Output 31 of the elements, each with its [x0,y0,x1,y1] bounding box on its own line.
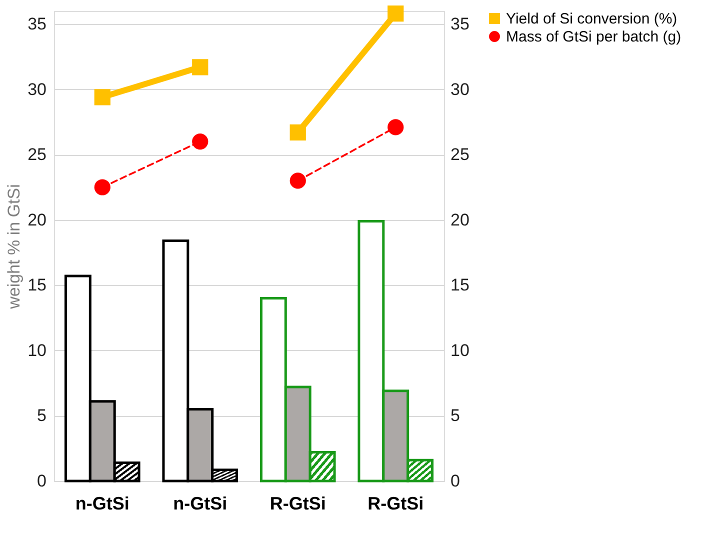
point [192,134,208,150]
y-tick-label: 5 [37,406,46,426]
y2-tick-label: 35 [450,14,470,34]
legend-label: Yield of Si conversion (%) [506,10,678,28]
x-tick-label: n-GtSi [75,494,130,514]
point [290,124,306,140]
x-tick-label: n-GtSi [173,494,228,514]
point [192,59,208,76]
y-tick-label: 10 [28,340,46,360]
point [388,119,404,136]
y-axis-title: weight % in GtSi [4,184,24,310]
y2-tick-label: 10 [450,340,470,360]
y2-tick-label: 5 [450,406,460,426]
y2-tick-label: 15 [450,276,470,295]
y2-tick-label: 20 [450,210,470,230]
point [290,172,306,189]
point [388,6,404,22]
y-tick-label: 15 [28,276,46,295]
y2-tick-label: 0 [450,472,460,490]
y-tick-label: 0 [37,472,46,490]
x-tick-label: R-GtSi [270,494,326,514]
y-tick-label: 25 [28,145,46,164]
point [94,89,110,106]
y2-tick-label: 25 [450,145,470,164]
x-tick-label: R-GtSi [368,494,424,514]
y-tick-label: 20 [28,210,46,230]
legend-label: Mass of GtSi per batch (g) [506,28,682,46]
y-tick-label: 30 [28,80,46,99]
y2-tick-label: 30 [450,80,470,99]
point [94,179,110,196]
y-tick-label: 35 [28,14,46,34]
